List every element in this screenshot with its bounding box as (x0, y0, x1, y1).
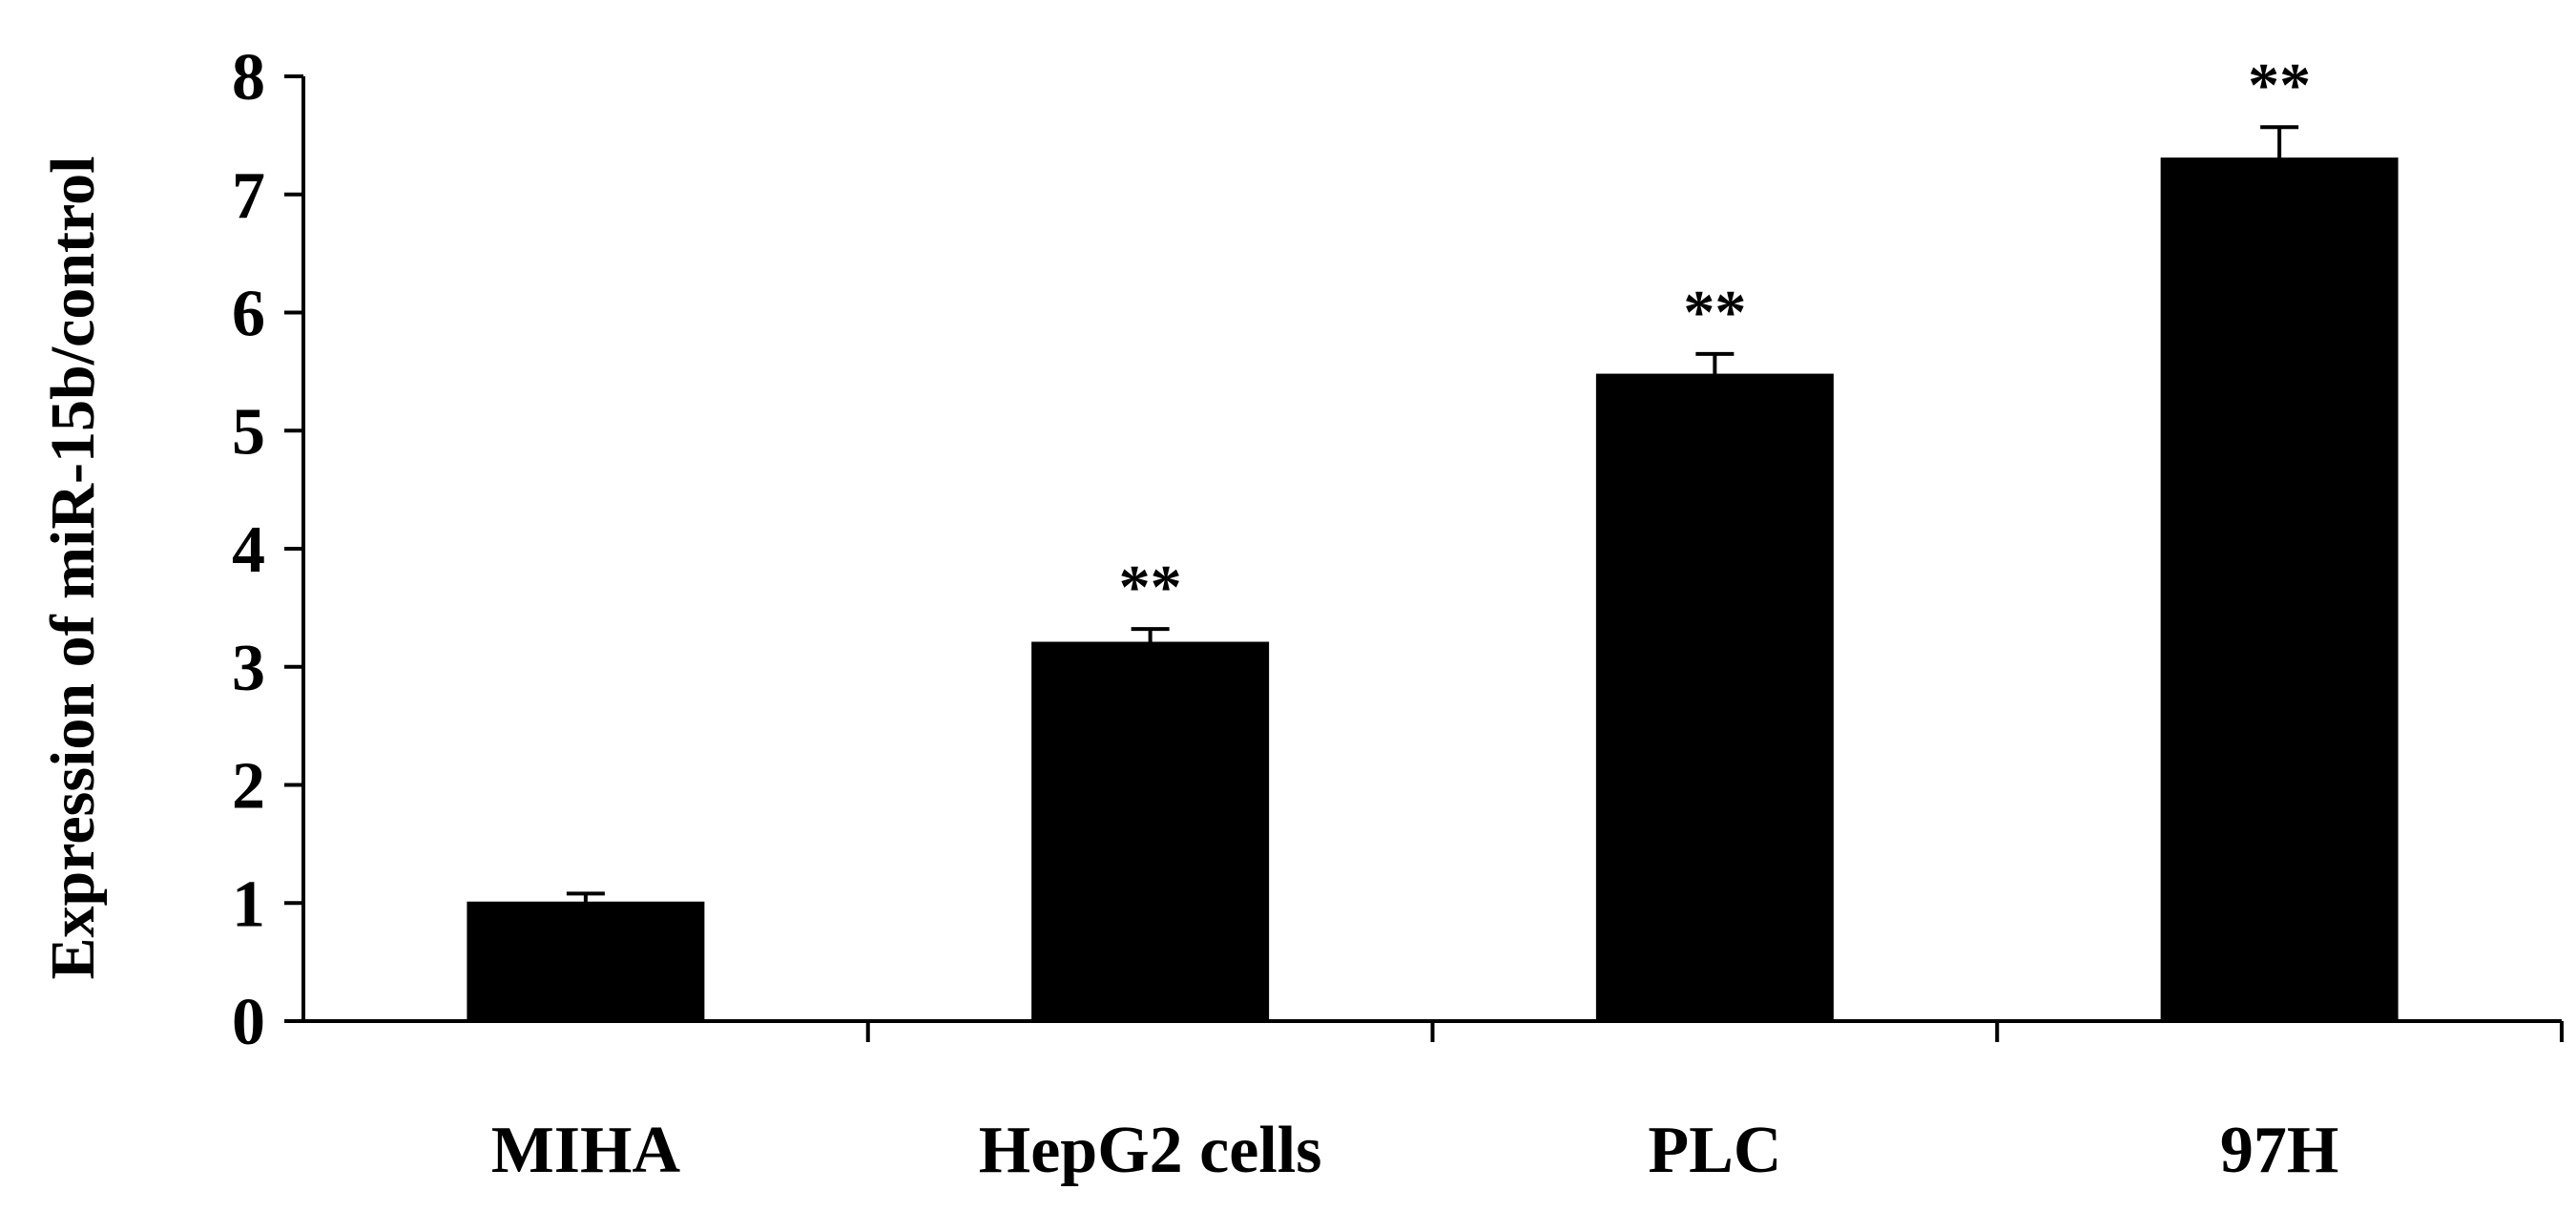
x-tick-label: HepG2 cells (979, 1114, 1322, 1187)
significance-marker: ** (1119, 553, 1182, 622)
y-tick-label: 3 (232, 632, 265, 705)
significance-marker: ** (2248, 51, 2311, 120)
chart-marks: ** ** ** (467, 51, 2399, 1023)
bar-hepg2-cells (1031, 641, 1270, 1023)
bar-miha (467, 901, 705, 1023)
y-tick-label: 8 (232, 41, 265, 115)
y-tick-label: 4 (232, 513, 265, 587)
y-tick-label: 0 (232, 986, 265, 1059)
y-tick-label: 7 (232, 159, 265, 233)
x-tick-label: PLC (1648, 1114, 1781, 1187)
y-tick-label: 6 (232, 278, 265, 351)
bar-97h (2160, 157, 2399, 1023)
y-tick-label: 1 (232, 867, 265, 941)
chart-axes: MIHA HepG2 cells PLC 97H 0 1 2 3 4 5 6 7 8 (232, 41, 2564, 1187)
y-tick-label: 5 (232, 395, 265, 469)
y-axis-label-group: Expression of miR-15b/control (38, 157, 108, 980)
x-tick-label: 97H (2220, 1114, 2338, 1187)
x-tick-label: MIHA (491, 1114, 681, 1187)
y-tick-label: 2 (232, 750, 265, 824)
bar-plc (1595, 373, 1834, 1023)
significance-marker: ** (1683, 278, 1746, 347)
y-axis-label: Expression of miR-15b/control (38, 157, 108, 980)
